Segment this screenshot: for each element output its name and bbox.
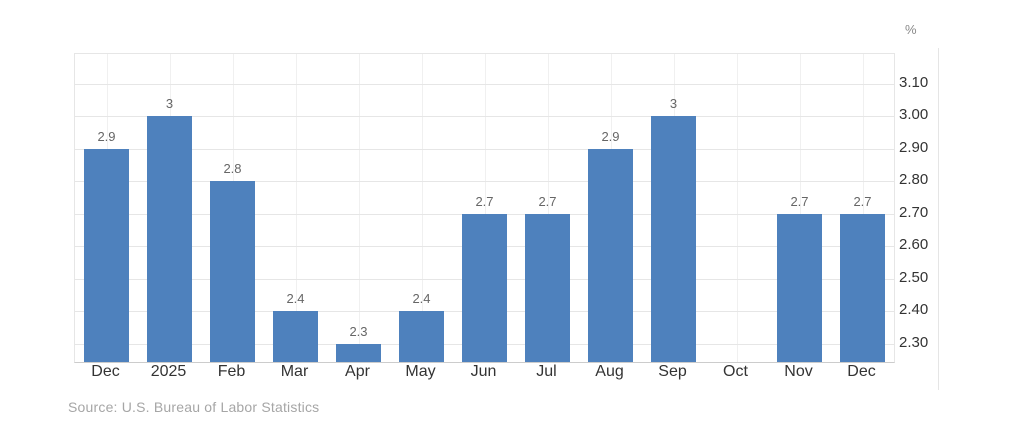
x-category-label-jun-6: Jun [470,363,497,380]
bar-aug-8[interactable] [588,148,633,362]
bar-value-label-feb-2: 2.8 [223,161,242,177]
x-category-label-apr-4: Apr [345,363,370,380]
gridline-y-2.80 [75,181,894,183]
bar-dec-0[interactable] [84,148,129,362]
y-tick-label-2.90: 2.90 [899,138,929,156]
bar-mar-3[interactable] [273,311,318,362]
bar-value-label-nov-11: 2.7 [790,193,809,209]
x-category-label-feb-2: Feb [217,363,246,380]
x-category-label-jul-7: Jul [536,363,557,380]
y-tick-label-2.40: 2.40 [899,301,929,319]
bar-sep-9[interactable] [651,116,696,362]
y-axis-unit-label: % [905,22,917,37]
bar-nov-11[interactable] [777,213,822,362]
y-tick-label-3.00: 3.00 [899,106,929,124]
bar-jun-6[interactable] [462,213,507,362]
x-category-label-aug-8: Aug [595,363,624,380]
bar-may-5[interactable] [399,311,444,362]
plot-area: 2.9 3 2.8 2.4 2.3 2.4 2.7 2.7 2.9 3 2.7 2.7 [74,53,895,363]
y-tick-label-2.60: 2.60 [899,236,929,254]
y-tick-label-2.30: 2.30 [899,333,929,351]
gridline-x-jun-6 [484,54,486,362]
bar-value-label-mar-3: 2.4 [286,291,305,307]
gridline-x-mar-3 [295,54,297,362]
gridline-x-oct-10 [736,54,738,362]
y-tick-label-3.10: 3.10 [899,73,929,91]
bar-value-label-dec-0: 2.9 [97,128,116,144]
bar-value-label-2025-1: 3 [165,96,174,112]
y-tick-label-2.80: 2.80 [899,171,929,189]
bar-value-label-sep-9: 3 [669,96,678,112]
x-category-label-sep-9: Sep [658,363,687,380]
bar-feb-2[interactable] [210,181,255,362]
bar-jul-7[interactable] [525,213,570,362]
bar-2025-1[interactable] [147,116,192,362]
bar-value-label-dec-12: 2.7 [853,193,872,209]
gridline-x-dec-12 [862,54,864,362]
x-category-label-may-5: May [405,363,436,380]
x-category-label-mar-3: Mar [280,363,309,380]
bar-value-label-jun-6: 2.7 [475,193,494,209]
bar-value-label-apr-4: 2.3 [349,323,368,339]
bar-value-label-may-5: 2.4 [412,291,431,307]
x-category-label-dec-0: Dec [91,363,120,380]
right-divider-line [938,48,939,390]
x-category-label-2025-1: 2025 [150,363,187,380]
bar-apr-4[interactable] [336,343,381,362]
gridline-y-2.90 [75,148,894,150]
source-attribution: Source: U.S. Bureau of Labor Statistics [68,399,320,415]
bar-dec-12[interactable] [840,213,885,362]
y-tick-label-2.50: 2.50 [899,268,929,286]
gridline-x-apr-4 [358,54,360,362]
x-category-label-oct-10: Oct [723,363,748,380]
bar-value-label-jul-7: 2.7 [538,193,557,209]
gridline-x-may-5 [421,54,423,362]
x-category-label-dec-12: Dec [847,363,876,380]
y-tick-label-2.70: 2.70 [899,203,929,221]
x-category-label-nov-11: Nov [784,363,813,380]
gridline-x-jul-7 [547,54,549,362]
bar-value-label-aug-8: 2.9 [601,128,620,144]
gridline-x-nov-11 [799,54,801,362]
gridline-y-3.00 [75,116,894,118]
gridline-y-3.10 [75,83,894,85]
